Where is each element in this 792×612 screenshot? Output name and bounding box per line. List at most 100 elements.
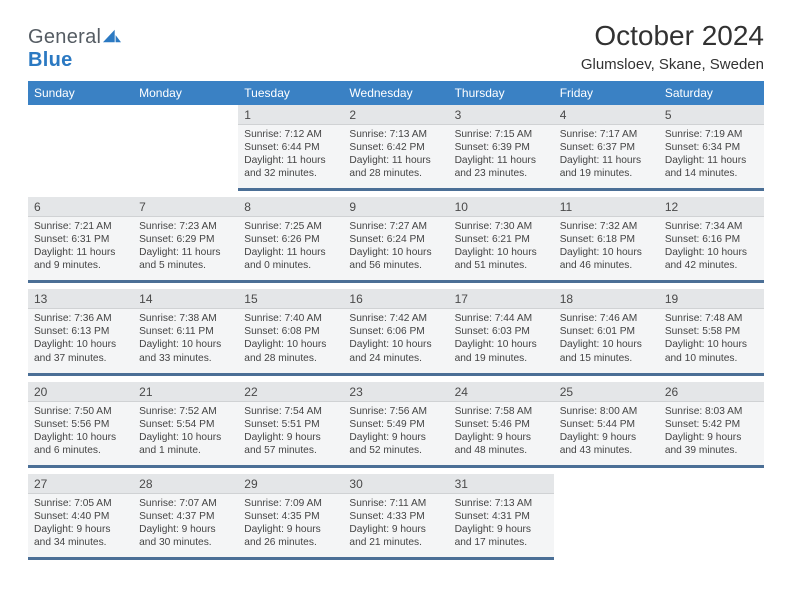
location: Glumsloev, Skane, Sweden bbox=[581, 56, 764, 73]
day-number-cell: 26 bbox=[659, 382, 764, 402]
day-number-cell: 17 bbox=[449, 289, 554, 309]
day-number-cell: 4 bbox=[554, 105, 659, 125]
details-row: Sunrise: 7:50 AMSunset: 5:56 PMDaylight:… bbox=[28, 401, 764, 465]
day-details-cell: Sunrise: 8:00 AMSunset: 5:44 PMDaylight:… bbox=[554, 401, 659, 465]
day-details-cell bbox=[554, 493, 659, 557]
day-details-cell: Sunrise: 7:42 AMSunset: 6:06 PMDaylight:… bbox=[343, 309, 448, 373]
day-details-cell: Sunrise: 7:50 AMSunset: 5:56 PMDaylight:… bbox=[28, 401, 133, 465]
daynum-row: 13141516171819 bbox=[28, 289, 764, 309]
weekday-header-row: SundayMondayTuesdayWednesdayThursdayFrid… bbox=[28, 81, 764, 105]
day-number-cell: 25 bbox=[554, 382, 659, 402]
day-number-cell: 20 bbox=[28, 382, 133, 402]
day-details-cell: Sunrise: 7:48 AMSunset: 5:58 PMDaylight:… bbox=[659, 309, 764, 373]
day-number-cell: 6 bbox=[28, 197, 133, 217]
details-row: Sunrise: 7:05 AMSunset: 4:40 PMDaylight:… bbox=[28, 493, 764, 557]
details-row: Sunrise: 7:21 AMSunset: 6:31 PMDaylight:… bbox=[28, 217, 764, 281]
row-divider bbox=[28, 557, 764, 560]
header-row: General Blue October 2024 Glumsloev, Ska… bbox=[28, 20, 764, 73]
day-details-cell: Sunrise: 8:03 AMSunset: 5:42 PMDaylight:… bbox=[659, 401, 764, 465]
day-number-cell: 3 bbox=[449, 105, 554, 125]
day-details-cell: Sunrise: 7:52 AMSunset: 5:54 PMDaylight:… bbox=[133, 401, 238, 465]
calendar-body: 12345Sunrise: 7:12 AMSunset: 6:44 PMDayl… bbox=[28, 105, 764, 560]
day-number-cell: 16 bbox=[343, 289, 448, 309]
day-details-cell: Sunrise: 7:13 AMSunset: 6:42 PMDaylight:… bbox=[343, 125, 448, 189]
brand-logo: General Blue bbox=[28, 26, 121, 72]
day-details-cell: Sunrise: 7:13 AMSunset: 4:31 PMDaylight:… bbox=[449, 493, 554, 557]
day-number-cell: 5 bbox=[659, 105, 764, 125]
weekday-header: Sunday bbox=[28, 81, 133, 105]
daynum-row: 6789101112 bbox=[28, 197, 764, 217]
day-details-cell: Sunrise: 7:30 AMSunset: 6:21 PMDaylight:… bbox=[449, 217, 554, 281]
day-number-cell bbox=[28, 105, 133, 125]
weekday-header: Friday bbox=[554, 81, 659, 105]
day-details-cell: Sunrise: 7:12 AMSunset: 6:44 PMDaylight:… bbox=[238, 125, 343, 189]
day-number-cell: 30 bbox=[343, 474, 448, 494]
day-number-cell bbox=[554, 474, 659, 494]
calendar-table: SundayMondayTuesdayWednesdayThursdayFrid… bbox=[28, 81, 764, 560]
day-number-cell: 15 bbox=[238, 289, 343, 309]
day-number-cell: 31 bbox=[449, 474, 554, 494]
details-row: Sunrise: 7:36 AMSunset: 6:13 PMDaylight:… bbox=[28, 309, 764, 373]
day-details-cell: Sunrise: 7:23 AMSunset: 6:29 PMDaylight:… bbox=[133, 217, 238, 281]
day-number-cell: 9 bbox=[343, 197, 448, 217]
day-details-cell: Sunrise: 7:46 AMSunset: 6:01 PMDaylight:… bbox=[554, 309, 659, 373]
weekday-header: Saturday bbox=[659, 81, 764, 105]
day-details-cell: Sunrise: 7:56 AMSunset: 5:49 PMDaylight:… bbox=[343, 401, 448, 465]
day-number-cell bbox=[133, 105, 238, 125]
day-number-cell: 22 bbox=[238, 382, 343, 402]
day-number-cell: 24 bbox=[449, 382, 554, 402]
day-details-cell: Sunrise: 7:38 AMSunset: 6:11 PMDaylight:… bbox=[133, 309, 238, 373]
weekday-header: Tuesday bbox=[238, 81, 343, 105]
day-number-cell: 28 bbox=[133, 474, 238, 494]
day-details-cell: Sunrise: 7:44 AMSunset: 6:03 PMDaylight:… bbox=[449, 309, 554, 373]
month-title: October 2024 bbox=[581, 20, 764, 52]
day-details-cell: Sunrise: 7:36 AMSunset: 6:13 PMDaylight:… bbox=[28, 309, 133, 373]
day-number-cell: 11 bbox=[554, 197, 659, 217]
day-details-cell: Sunrise: 7:40 AMSunset: 6:08 PMDaylight:… bbox=[238, 309, 343, 373]
day-number-cell: 13 bbox=[28, 289, 133, 309]
day-number-cell: 14 bbox=[133, 289, 238, 309]
day-number-cell: 8 bbox=[238, 197, 343, 217]
day-number-cell: 10 bbox=[449, 197, 554, 217]
day-number-cell: 2 bbox=[343, 105, 448, 125]
daynum-row: 12345 bbox=[28, 105, 764, 125]
day-details-cell: Sunrise: 7:15 AMSunset: 6:39 PMDaylight:… bbox=[449, 125, 554, 189]
day-details-cell: Sunrise: 7:07 AMSunset: 4:37 PMDaylight:… bbox=[133, 493, 238, 557]
daynum-row: 2728293031 bbox=[28, 474, 764, 494]
day-number-cell: 27 bbox=[28, 474, 133, 494]
brand-word-2: Blue bbox=[28, 49, 73, 71]
day-details-cell bbox=[28, 125, 133, 189]
calendar-page: General Blue October 2024 Glumsloev, Ska… bbox=[0, 0, 792, 576]
day-number-cell: 7 bbox=[133, 197, 238, 217]
triangle-icon bbox=[103, 29, 121, 43]
day-details-cell: Sunrise: 7:17 AMSunset: 6:37 PMDaylight:… bbox=[554, 125, 659, 189]
day-details-cell bbox=[133, 125, 238, 189]
day-details-cell: Sunrise: 7:25 AMSunset: 6:26 PMDaylight:… bbox=[238, 217, 343, 281]
day-number-cell: 12 bbox=[659, 197, 764, 217]
day-number-cell: 21 bbox=[133, 382, 238, 402]
weekday-header: Wednesday bbox=[343, 81, 448, 105]
day-details-cell: Sunrise: 7:05 AMSunset: 4:40 PMDaylight:… bbox=[28, 493, 133, 557]
day-number-cell: 23 bbox=[343, 382, 448, 402]
weekday-header: Thursday bbox=[449, 81, 554, 105]
day-details-cell: Sunrise: 7:34 AMSunset: 6:16 PMDaylight:… bbox=[659, 217, 764, 281]
day-details-cell: Sunrise: 7:54 AMSunset: 5:51 PMDaylight:… bbox=[238, 401, 343, 465]
details-row: Sunrise: 7:12 AMSunset: 6:44 PMDaylight:… bbox=[28, 125, 764, 189]
day-details-cell: Sunrise: 7:11 AMSunset: 4:33 PMDaylight:… bbox=[343, 493, 448, 557]
day-number-cell: 1 bbox=[238, 105, 343, 125]
weekday-header: Monday bbox=[133, 81, 238, 105]
day-number-cell: 29 bbox=[238, 474, 343, 494]
daynum-row: 20212223242526 bbox=[28, 382, 764, 402]
day-number-cell: 19 bbox=[659, 289, 764, 309]
day-details-cell: Sunrise: 7:09 AMSunset: 4:35 PMDaylight:… bbox=[238, 493, 343, 557]
day-details-cell bbox=[659, 493, 764, 557]
day-details-cell: Sunrise: 7:27 AMSunset: 6:24 PMDaylight:… bbox=[343, 217, 448, 281]
day-details-cell: Sunrise: 7:19 AMSunset: 6:34 PMDaylight:… bbox=[659, 125, 764, 189]
title-block: October 2024 Glumsloev, Skane, Sweden bbox=[581, 20, 764, 73]
brand-text: General Blue bbox=[28, 26, 121, 72]
day-details-cell: Sunrise: 7:58 AMSunset: 5:46 PMDaylight:… bbox=[449, 401, 554, 465]
day-number-cell bbox=[659, 474, 764, 494]
day-number-cell: 18 bbox=[554, 289, 659, 309]
day-details-cell: Sunrise: 7:21 AMSunset: 6:31 PMDaylight:… bbox=[28, 217, 133, 281]
brand-word-1: General bbox=[28, 26, 101, 48]
